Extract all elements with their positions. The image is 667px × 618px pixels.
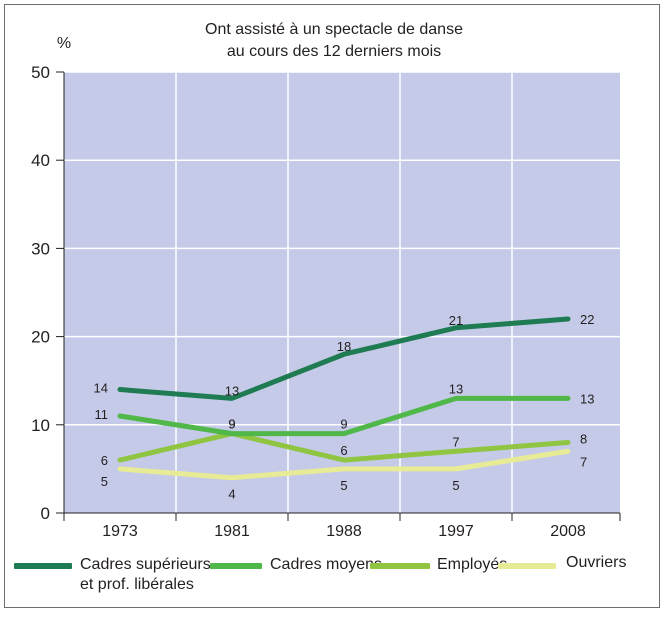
x-tick-labels: 1973 1981 1988 1997 2008: [102, 523, 586, 540]
series-lines: [117, 316, 571, 481]
data-label: 6: [340, 443, 347, 458]
data-label: 9: [228, 417, 235, 432]
data-label: 5: [340, 478, 347, 493]
legend-swatch: [210, 563, 262, 569]
data-label: 4: [228, 487, 235, 502]
legend-label: Cadres moyens: [270, 556, 383, 573]
data-label: 11: [95, 407, 109, 422]
series-line: [117, 395, 571, 437]
chart-title-line: au cours des 12 derniers mois: [227, 43, 441, 60]
y-tick-label: 10: [31, 416, 50, 435]
data-label: 18: [337, 339, 351, 354]
legend-label: Ouvriers: [566, 554, 627, 571]
series-line: [117, 316, 571, 401]
data-label: 9: [228, 417, 235, 432]
x-tick-label: 1981: [214, 523, 250, 540]
data-label: 22: [580, 312, 594, 327]
data-label: 6: [101, 453, 108, 468]
gridlines: [64, 71, 620, 513]
y-axis-label: %: [57, 35, 71, 52]
y-tick-label: 40: [31, 151, 50, 170]
chart-title-line: Ont assisté à un spectacle de danse: [205, 21, 463, 38]
data-label: 9: [340, 417, 347, 432]
y-tick-label: 20: [31, 328, 50, 347]
series-line: [117, 431, 571, 463]
legend-label: Employés: [437, 556, 508, 573]
y-tick-label: 50: [31, 63, 50, 82]
plot-background: [64, 72, 620, 513]
series-line: [117, 448, 571, 481]
data-label: 13: [449, 381, 463, 396]
data-label: 13: [580, 391, 594, 406]
data-label: 8: [580, 431, 587, 446]
legend-swatch: [498, 563, 556, 569]
legend-swatch: [14, 563, 72, 569]
data-label: 7: [580, 454, 587, 469]
y-tick-label: 0: [41, 504, 50, 523]
chart-title: Ont assisté à un spectacle de danse au co…: [205, 21, 463, 60]
legend-swatch: [370, 563, 430, 569]
x-tick-label: 1997: [438, 523, 474, 540]
data-label: 7: [452, 434, 459, 449]
y-tick-labels: 0 10 20 30 40 50: [31, 63, 50, 523]
data-label: 13: [225, 383, 239, 398]
y-tick-label: 30: [31, 239, 50, 258]
axes: [56, 71, 621, 521]
data-label: 14: [94, 381, 108, 396]
legend-label: Cadres supérieurs et prof. libérales: [80, 556, 211, 593]
data-label: 5: [101, 474, 108, 489]
x-tick-label: 1988: [326, 523, 362, 540]
chart-frame: [4, 4, 660, 608]
data-label: 5: [452, 478, 459, 493]
x-tick-label: 1973: [102, 523, 138, 540]
x-tick-label: 2008: [550, 523, 586, 540]
data-label: 21: [449, 313, 463, 328]
